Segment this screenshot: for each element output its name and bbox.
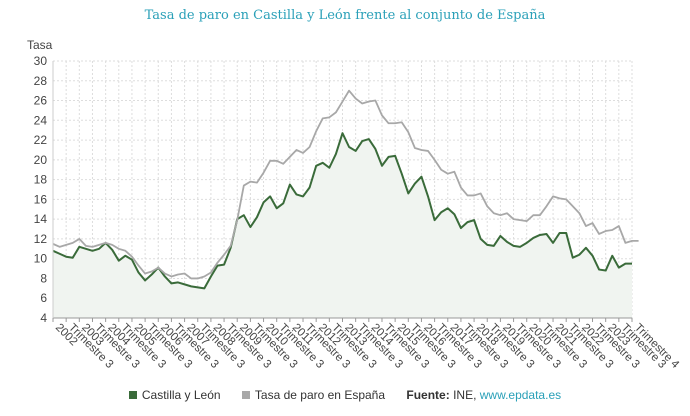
series-line-1 [52, 89, 639, 280]
y-tick-label: 26 [34, 94, 48, 108]
legend-swatch-castilla-y-leon [128, 391, 137, 399]
y-tick-label: 16 [34, 192, 48, 206]
y-tick-label: 20 [34, 153, 48, 167]
legend-item-espana[interactable]: Tasa de paro en España [241, 388, 386, 402]
series-area-0 [53, 133, 632, 318]
legend: Castilla y León Tasa de paro en España F… [0, 388, 690, 402]
y-tick-label: 22 [34, 133, 48, 147]
series-line-0 [52, 132, 632, 290]
source-text: INE, [453, 388, 480, 402]
legend-item-castilla-y-leon[interactable]: Castilla y León [128, 388, 221, 402]
legend-label-castilla-y-leon: Castilla y León [141, 388, 221, 402]
y-tick-label: 8 [40, 271, 47, 285]
y-tick-label: 12 [34, 232, 48, 246]
y-tick-label: 24 [34, 113, 48, 127]
area-layer [53, 133, 632, 318]
y-tick-label: 6 [40, 291, 47, 305]
chart-title: Tasa de paro en Castilla y León frente a… [144, 8, 546, 23]
source-link[interactable]: www.epdata.es [479, 388, 562, 402]
series-layer [52, 89, 639, 290]
y-tick-label: 4 [40, 311, 47, 325]
y-tick-label: 30 [34, 54, 48, 68]
y-axis-label: Tasa [27, 38, 53, 52]
source-label: Fuente: [406, 388, 450, 402]
source-credit: Fuente: INE, www.epdata.es [406, 388, 561, 402]
legend-label-espana: Tasa de paro en España [254, 388, 386, 402]
y-tick-label: 14 [34, 212, 48, 226]
y-tick-label: 28 [34, 74, 48, 88]
y-tick-label: 18 [34, 173, 48, 187]
y-tick-label: 10 [34, 252, 48, 266]
legend-swatch-espana [241, 391, 250, 399]
